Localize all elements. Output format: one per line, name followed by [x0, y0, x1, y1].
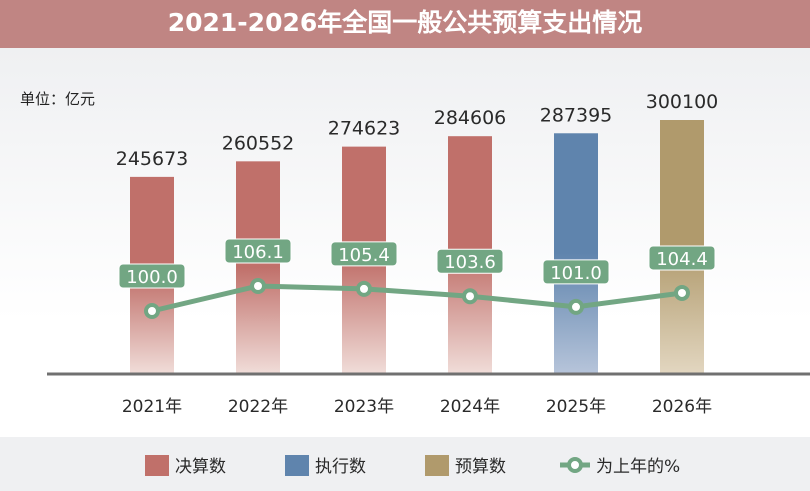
- bar-value-label: 245673: [116, 148, 189, 170]
- x-tick-label: 2024年: [440, 397, 500, 417]
- pct-point: [568, 298, 584, 315]
- x-tick-label: 2022年: [228, 397, 288, 417]
- pct-point: [674, 284, 690, 301]
- legend-label: 为上年的%: [596, 457, 680, 477]
- bar-value-label: 300100: [646, 91, 719, 113]
- x-tick-label: 2025年: [546, 397, 606, 417]
- bar-2025年: [554, 133, 598, 373]
- bar-value-label: 284606: [434, 107, 507, 129]
- bar-value-label: 274623: [328, 118, 401, 140]
- legend-marker-icon: [567, 457, 583, 473]
- bar-2022年: [236, 161, 280, 373]
- legend-label: 决算数: [175, 457, 226, 477]
- pct-label: 106.1: [232, 242, 284, 263]
- legend-label: 预算数: [455, 457, 506, 477]
- pct-label: 105.4: [338, 245, 390, 266]
- pct-label: 100.0: [126, 267, 178, 288]
- x-tick-label: 2026年: [652, 397, 712, 417]
- legend-swatch-final: [145, 455, 169, 476]
- legend-area: [0, 437, 810, 491]
- pct-line: [151, 283, 683, 314]
- legend-swatch-budget: [425, 455, 449, 476]
- pct-label-box: [648, 245, 716, 271]
- pct-label-box: [118, 263, 186, 289]
- bar-value-label: 260552: [222, 132, 295, 154]
- bar-value-label: 287395: [540, 104, 613, 126]
- pct-label-box: [542, 259, 610, 285]
- pct-label: 104.4: [656, 249, 708, 270]
- pct-label: 101.0: [550, 263, 602, 284]
- pct-point: [144, 303, 160, 319]
- legend-label: 执行数: [315, 457, 366, 477]
- pct-point: [462, 288, 478, 305]
- pct-point: [356, 280, 372, 297]
- x-tick-label: 2021年: [122, 397, 182, 417]
- unit-label: 单位：亿元: [20, 90, 96, 108]
- pct-label-box: [330, 241, 398, 267]
- pct-point: [250, 277, 266, 294]
- chart-title: 2021-2026年全国一般公共预算支出情况: [0, 0, 810, 48]
- pct-label-box: [436, 248, 504, 274]
- x-tick-label: 2023年: [334, 397, 394, 417]
- pct-label: 103.6: [444, 252, 496, 273]
- legend-swatch-execution: [285, 455, 309, 476]
- pct-label-box: [224, 238, 292, 264]
